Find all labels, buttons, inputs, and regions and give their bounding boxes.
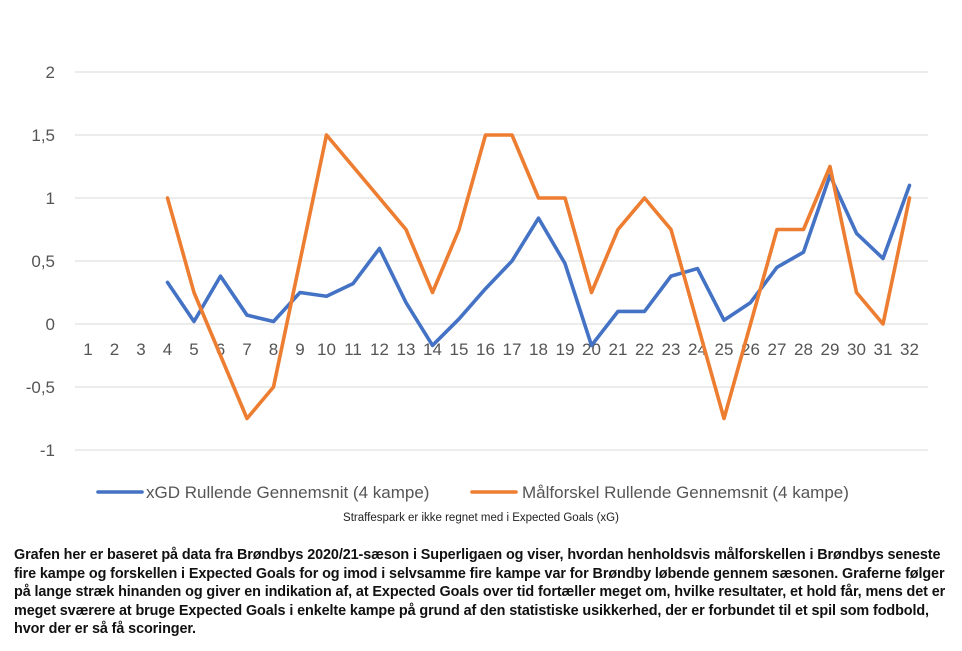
x-tick-label: 20 xyxy=(582,340,601,359)
x-tick-label: 11 xyxy=(344,340,362,359)
x-tick-label: 17 xyxy=(503,340,522,359)
x-tick-label: 8 xyxy=(269,340,278,359)
x-tick-label: 15 xyxy=(450,340,469,359)
y-tick-label: 0,5 xyxy=(31,252,55,271)
chart-note: Straffespark er ikke regnet med i Expect… xyxy=(343,512,619,524)
x-tick-label: 13 xyxy=(397,340,416,359)
legend-label-2: Målforskel Rullende Gennemsnit (4 kampe) xyxy=(522,483,849,502)
x-tick-label: 25 xyxy=(715,340,734,359)
x-tick-label: 6 xyxy=(216,340,225,359)
x-tick-label: 10 xyxy=(317,340,336,359)
y-tick-label: -0,5 xyxy=(26,378,55,397)
x-tick-label: 3 xyxy=(136,340,145,359)
y-tick-label: 2 xyxy=(46,63,55,82)
y-tick-label: 1 xyxy=(46,189,55,208)
x-tick-label: 27 xyxy=(768,340,787,359)
x-tick-label: 16 xyxy=(476,340,495,359)
legend: xGD Rullende Gennemsnit (4 kampe) Målfors… xyxy=(96,483,849,502)
x-tick-label: 7 xyxy=(242,340,251,359)
x-tick-label: 19 xyxy=(556,340,575,359)
x-axis-ticks: 1 2 3 4 5 6 7 8 9 10 11 12 13 14 15 16 17 18 19 20 21 22 23 24 2… xyxy=(83,340,919,359)
series-line-1 xyxy=(165,173,912,348)
x-tick-label: 23 xyxy=(662,340,681,359)
y-tick-label: 0 xyxy=(46,315,55,334)
x-tick-label: 31 xyxy=(874,340,893,359)
x-tick-label: 4 xyxy=(163,340,172,359)
x-tick-label: 9 xyxy=(295,340,304,359)
x-tick-label: 12 xyxy=(370,340,389,359)
series-line-2 xyxy=(165,133,912,421)
legend-label-1: xGD Rullende Gennemsnit (4 kampe) xyxy=(146,483,429,502)
x-tick-label: 30 xyxy=(847,340,866,359)
x-tick-label: 18 xyxy=(529,340,548,359)
x-tick-label: 14 xyxy=(423,340,442,359)
x-tick-label: 29 xyxy=(821,340,840,359)
x-tick-label: 5 xyxy=(189,340,198,359)
x-tick-label: 28 xyxy=(794,340,813,359)
x-tick-label: 2 xyxy=(110,340,119,359)
series-lines xyxy=(165,133,912,421)
line-chart: 21,510,50-0,5-1 1 2 3 4 5 6 7 8 9 10 11 12 13 14 15 16 1… xyxy=(26,63,928,502)
x-tick-label: 21 xyxy=(609,340,628,359)
x-tick-label: 22 xyxy=(635,340,654,359)
y-tick-label: 1,5 xyxy=(31,126,55,145)
x-tick-label: 1 xyxy=(83,340,92,359)
gridlines xyxy=(75,71,928,451)
y-axis-ticks: 2 1,5 1 0,5 0 -0,5 -1 xyxy=(26,63,55,460)
chart-caption: Grafen her er baseret på data fra Brøndb… xyxy=(14,547,946,638)
x-tick-label: 32 xyxy=(900,340,919,359)
y-tick-label: -1 xyxy=(40,441,55,460)
